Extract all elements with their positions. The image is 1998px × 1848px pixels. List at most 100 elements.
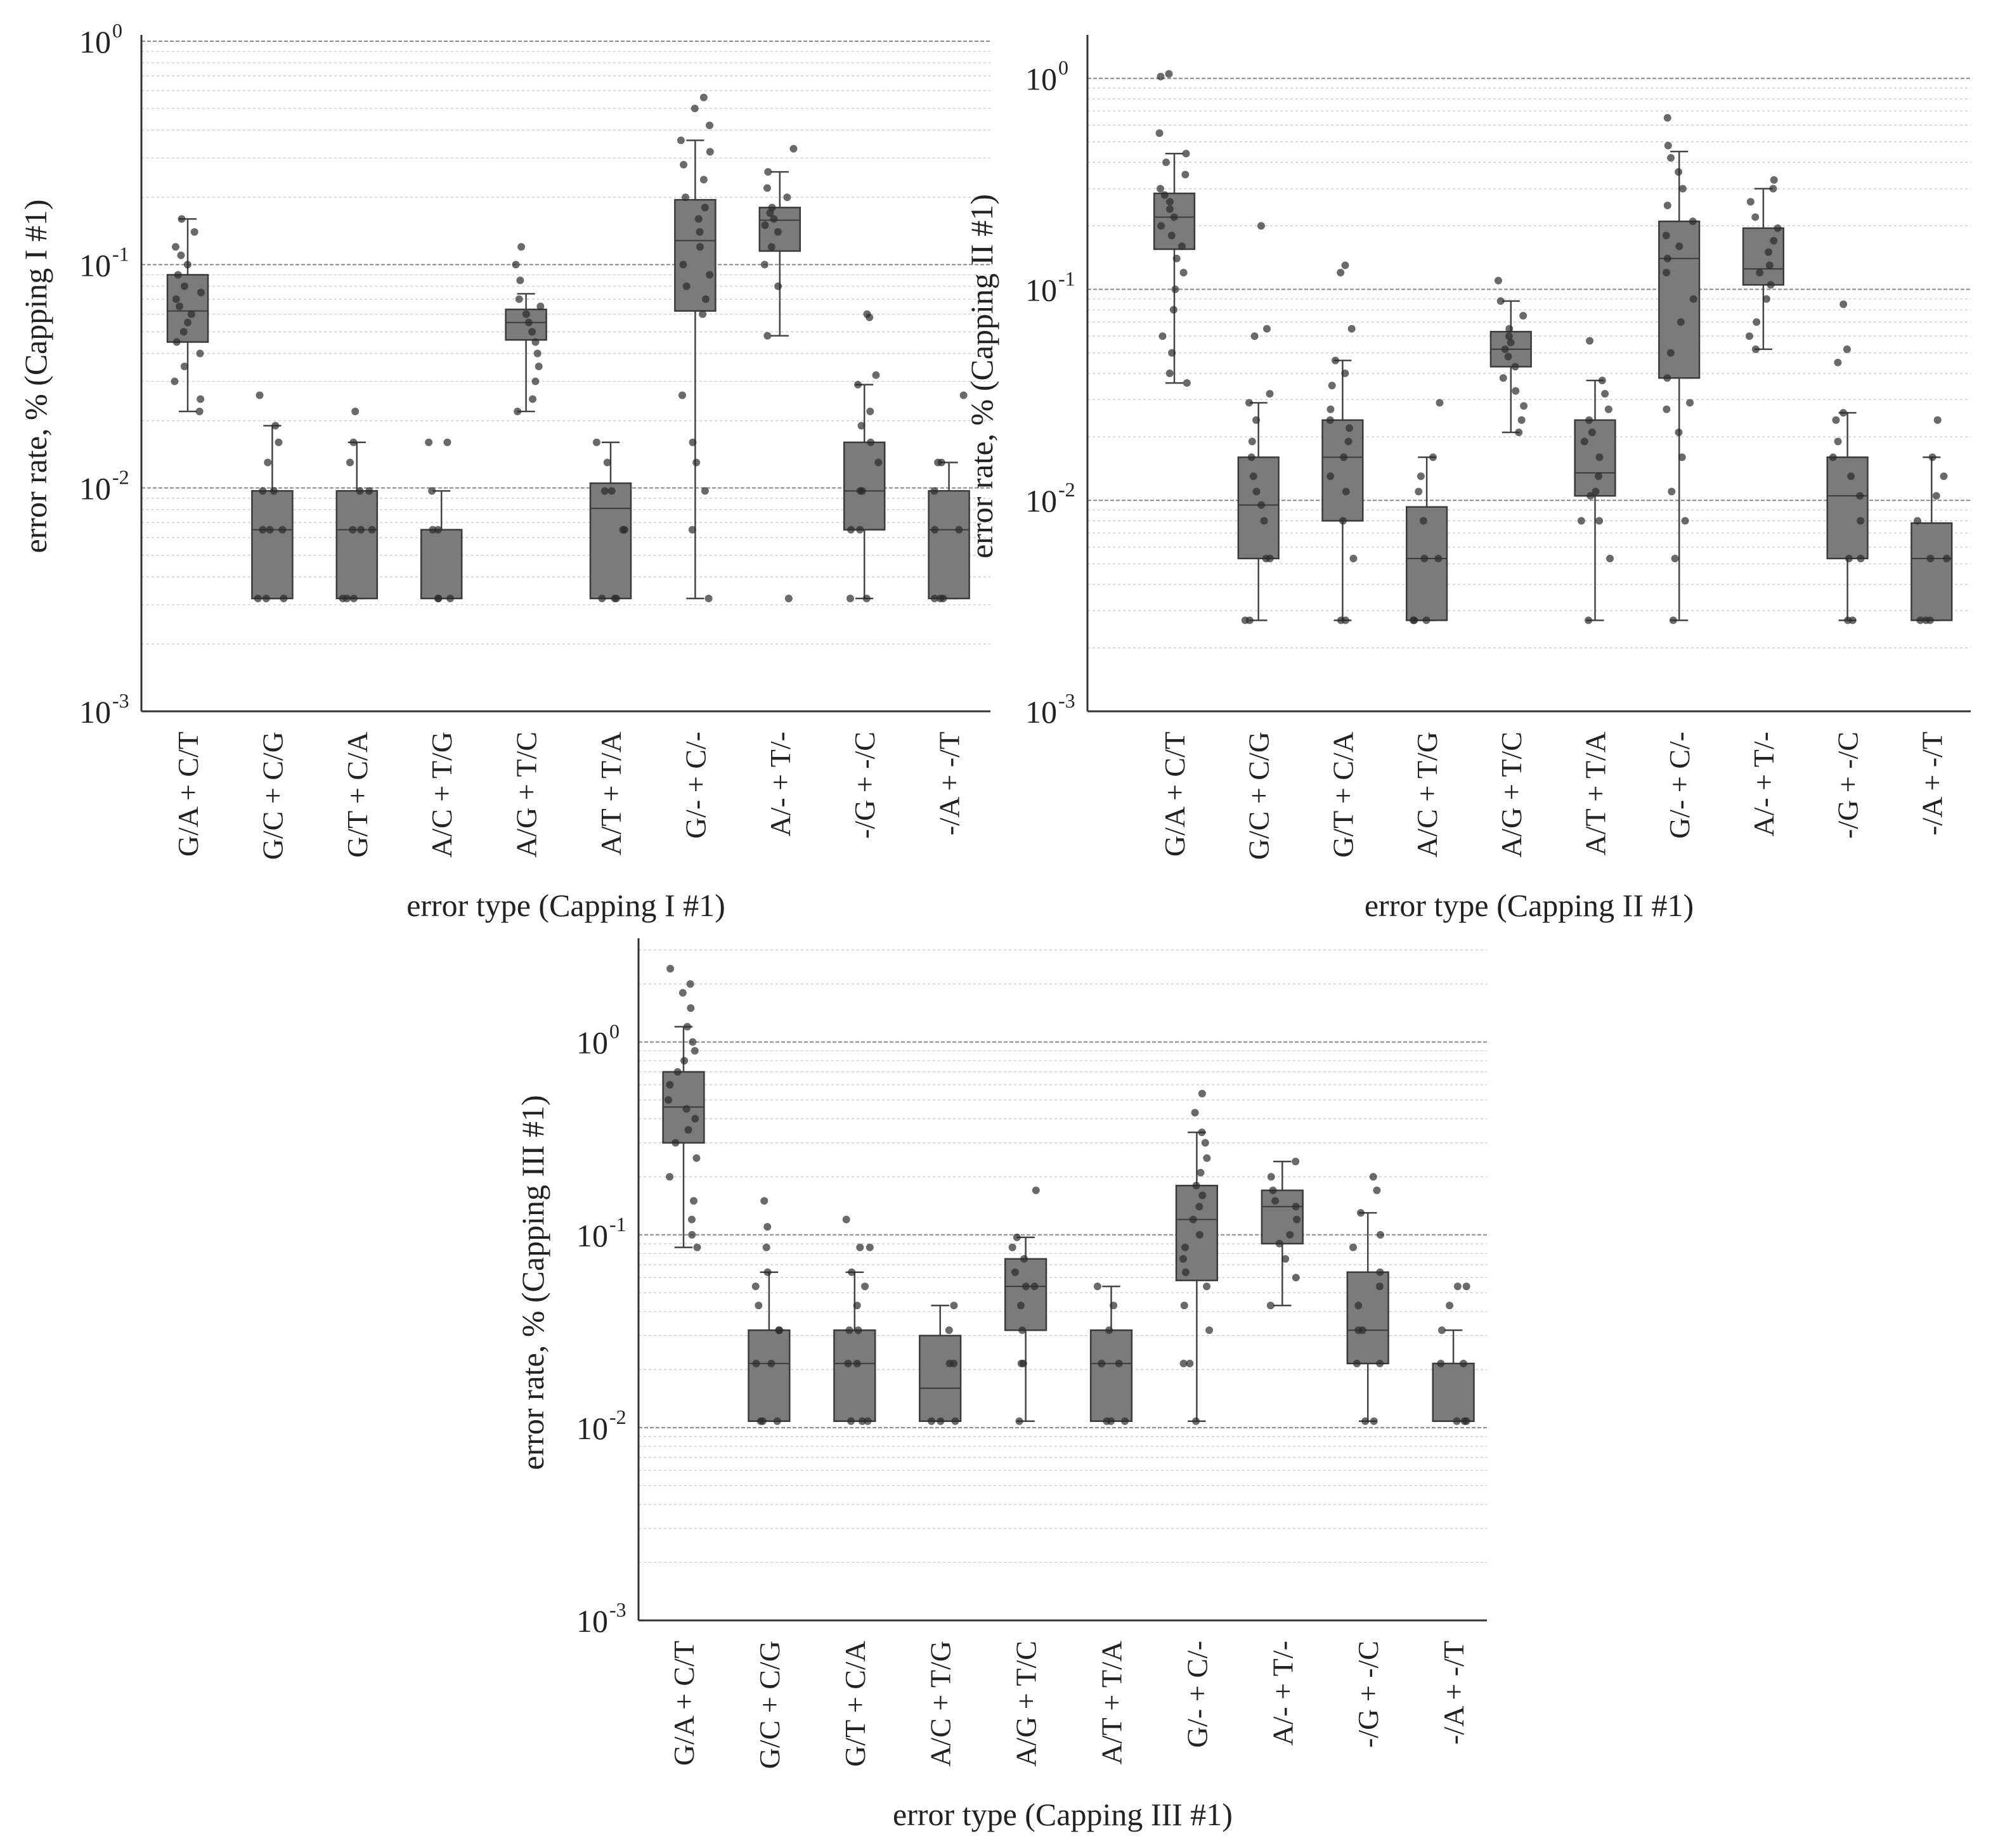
data-point bbox=[531, 377, 540, 385]
data-point bbox=[854, 1326, 862, 1334]
data-point bbox=[1765, 261, 1774, 269]
data-point bbox=[854, 380, 862, 389]
data-point bbox=[848, 1268, 856, 1276]
data-point bbox=[763, 1223, 772, 1231]
box-10 bbox=[928, 391, 970, 603]
y-tick-exponent: -1 bbox=[609, 1213, 626, 1236]
data-point bbox=[1436, 399, 1444, 407]
y-tick-exponent: -3 bbox=[609, 1598, 626, 1621]
data-point bbox=[1580, 437, 1588, 446]
box-1 bbox=[662, 964, 705, 1251]
data-point bbox=[357, 526, 365, 534]
data-point bbox=[1933, 416, 1942, 424]
x-tick-label: -/A + -/T bbox=[1437, 1641, 1470, 1745]
data-point bbox=[693, 1243, 701, 1251]
box-8 bbox=[1742, 176, 1784, 353]
data-point bbox=[1331, 356, 1339, 365]
box-9 bbox=[1346, 1173, 1389, 1425]
x-tick-label: G/C + C/G bbox=[1243, 732, 1275, 860]
x-tick-label: A/C + T/G bbox=[1411, 732, 1443, 858]
data-point bbox=[783, 193, 791, 202]
data-point bbox=[174, 271, 182, 279]
data-point bbox=[1247, 453, 1255, 462]
y-tick-exponent: 0 bbox=[1058, 56, 1068, 79]
data-point bbox=[1019, 1359, 1027, 1367]
data-point bbox=[1839, 300, 1848, 308]
data-point bbox=[1157, 72, 1165, 81]
data-point bbox=[699, 310, 707, 318]
data-point bbox=[1260, 517, 1268, 525]
data-point bbox=[1520, 402, 1528, 410]
data-point bbox=[1839, 409, 1847, 417]
x-tick-label: G/A + C/T bbox=[668, 1641, 700, 1766]
data-point bbox=[1169, 306, 1177, 314]
data-point bbox=[1668, 488, 1676, 496]
x-tick-label: A/C + T/G bbox=[425, 732, 458, 858]
data-point bbox=[197, 395, 205, 403]
y-tick-base: 10 bbox=[79, 694, 111, 730]
x-tick-label: A/G + T/C bbox=[1495, 732, 1528, 858]
y-tick-base: 10 bbox=[576, 1218, 608, 1253]
y-tick-base: 10 bbox=[576, 1603, 608, 1639]
data-point bbox=[770, 215, 778, 223]
data-point bbox=[1926, 616, 1934, 624]
data-point bbox=[678, 391, 686, 399]
data-point bbox=[665, 1096, 673, 1104]
data-point bbox=[1686, 399, 1694, 407]
data-point bbox=[1501, 345, 1509, 353]
data-point bbox=[1681, 517, 1689, 525]
data-point bbox=[666, 1081, 674, 1089]
data-point bbox=[171, 377, 179, 385]
data-point bbox=[673, 1068, 682, 1076]
box-4 bbox=[420, 438, 463, 603]
data-point bbox=[535, 362, 543, 370]
data-point bbox=[774, 282, 782, 290]
data-point bbox=[1018, 1326, 1027, 1334]
data-point bbox=[349, 438, 358, 446]
y-tick-exponent: -1 bbox=[1058, 267, 1075, 290]
data-point bbox=[1162, 158, 1171, 167]
box-5 bbox=[1489, 276, 1532, 436]
data-point bbox=[1667, 153, 1675, 162]
data-point bbox=[688, 526, 696, 534]
data-point bbox=[1751, 345, 1760, 353]
y-tick-label: 10 -3 bbox=[1025, 689, 1075, 730]
data-point bbox=[1751, 213, 1760, 221]
data-point bbox=[687, 1215, 696, 1224]
data-point bbox=[866, 1243, 874, 1251]
data-point bbox=[677, 136, 685, 145]
data-point bbox=[763, 332, 772, 340]
data-point bbox=[264, 458, 272, 467]
data-point bbox=[1205, 1326, 1214, 1334]
data-point bbox=[196, 349, 204, 358]
box-7 bbox=[1175, 1090, 1219, 1425]
x-tick-label: A/- + T/- bbox=[764, 732, 796, 837]
data-point bbox=[1689, 295, 1697, 303]
data-point bbox=[872, 371, 880, 379]
data-point bbox=[1588, 428, 1596, 436]
data-point bbox=[760, 261, 769, 269]
data-point bbox=[666, 964, 675, 972]
data-point bbox=[1419, 517, 1427, 525]
data-point bbox=[172, 338, 181, 346]
gridlines bbox=[639, 949, 1487, 1621]
x-tick-label: A/T + T/A bbox=[595, 732, 627, 855]
data-point bbox=[856, 526, 864, 534]
data-point bbox=[858, 1417, 866, 1425]
box-iqr bbox=[1742, 227, 1784, 286]
data-point bbox=[945, 1326, 953, 1334]
data-point bbox=[1678, 453, 1686, 462]
data-point bbox=[1845, 554, 1853, 562]
y-tick-base: 10 bbox=[1025, 61, 1057, 97]
box-iqr bbox=[1321, 419, 1364, 522]
data-point bbox=[701, 204, 709, 212]
data-point bbox=[1664, 141, 1672, 150]
data-point bbox=[1410, 616, 1418, 624]
y-axis-label: error rate, % (Capping III #1) bbox=[515, 1095, 550, 1470]
data-point bbox=[280, 595, 288, 603]
data-point bbox=[1327, 405, 1335, 413]
box-5 bbox=[505, 243, 547, 416]
